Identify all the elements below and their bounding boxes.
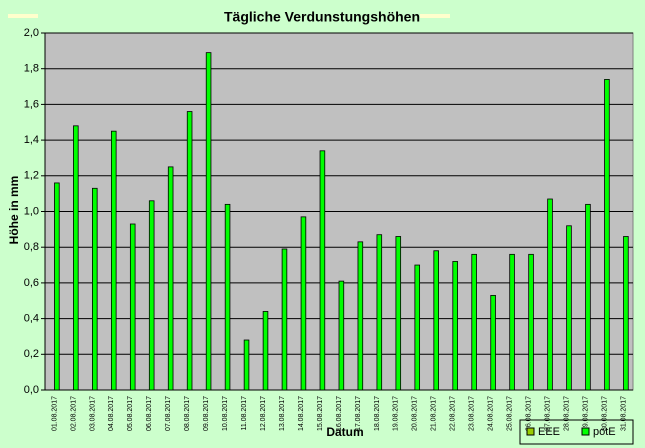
x-tick-label: 20.08.2017 — [412, 396, 419, 431]
bar — [129, 223, 136, 391]
legend-swatch — [526, 427, 535, 436]
bar — [148, 200, 155, 391]
decoration — [420, 14, 450, 18]
bar — [471, 253, 477, 391]
y-tick-label: 1,8 — [24, 63, 39, 75]
x-axis-label: Datum — [326, 425, 363, 439]
bar — [604, 79, 610, 391]
legend-swatch — [581, 427, 590, 436]
y-tick-label: 0,6 — [24, 277, 39, 289]
y-tick-label: 1,6 — [24, 98, 39, 110]
x-tick-label: 10.08.2017 — [222, 396, 229, 431]
chart-title: Tägliche Verdunstungshöhen — [224, 9, 420, 25]
legend-label: potE — [593, 426, 616, 438]
bar — [376, 234, 383, 391]
x-tick-label: 26.08.2017 — [526, 396, 533, 431]
x-tick-label: 01.08.2017 — [51, 396, 58, 431]
y-tick-label: 1,2 — [24, 170, 39, 182]
bar — [54, 182, 60, 391]
x-tick-label: 28.08.2017 — [563, 396, 570, 431]
bar — [452, 261, 458, 391]
y-tick-label: 2,0 — [24, 27, 39, 39]
legend — [519, 419, 634, 445]
x-tick-label: 12.08.2017 — [260, 396, 267, 431]
y-tick-label: 1,4 — [24, 134, 39, 146]
x-tick-label: 16.08.2017 — [336, 396, 343, 431]
x-tick-label: 25.08.2017 — [507, 396, 514, 431]
bar — [509, 253, 515, 391]
bar — [205, 52, 212, 391]
x-tick-label: 29.08.2017 — [582, 396, 589, 431]
x-tick-label: 03.08.2017 — [89, 396, 96, 431]
x-tick-label: 19.08.2017 — [393, 396, 400, 431]
bar — [623, 236, 629, 391]
x-tick-label: 27.08.2017 — [544, 396, 551, 431]
x-tick-label: 17.08.2017 — [355, 396, 362, 431]
x-tick-label: 23.08.2017 — [469, 396, 476, 431]
bar — [110, 130, 117, 391]
x-tick-label: 02.08.2017 — [70, 396, 77, 431]
bar — [262, 311, 269, 391]
bar — [585, 203, 591, 391]
decoration — [8, 14, 38, 18]
x-tick-label: 04.08.2017 — [108, 396, 115, 431]
x-tick-label: 15.08.2017 — [317, 396, 324, 431]
x-tick-label: 09.08.2017 — [203, 396, 210, 431]
y-tick-label: 0,8 — [24, 241, 39, 253]
bar — [490, 294, 496, 391]
x-tick-label: 07.08.2017 — [165, 396, 172, 431]
x-tick-label: 21.08.2017 — [431, 396, 438, 431]
bar — [73, 125, 79, 391]
y-tick-label: 0,4 — [24, 313, 39, 325]
y-tick-label: 0,2 — [24, 348, 39, 360]
y-axis-label: Höhe in mm — [7, 176, 21, 245]
x-tick-label: 18.08.2017 — [374, 396, 381, 431]
bar — [186, 111, 193, 391]
bar — [92, 187, 98, 391]
x-tick-label: 11.08.2017 — [241, 396, 248, 431]
x-tick-label: 22.08.2017 — [450, 396, 457, 431]
legend-label: EEE — [538, 426, 560, 438]
bar — [357, 241, 364, 391]
x-tick-label: 13.08.2017 — [279, 396, 286, 431]
bar — [547, 198, 553, 391]
x-tick-label: 24.08.2017 — [488, 396, 495, 431]
bar — [414, 264, 421, 391]
bar — [433, 250, 439, 391]
bar — [566, 225, 572, 391]
bar — [300, 216, 307, 391]
x-tick-label: 05.08.2017 — [127, 396, 134, 431]
x-tick-label: 14.08.2017 — [298, 396, 305, 431]
bar — [167, 166, 174, 391]
bar — [224, 203, 231, 391]
bar — [338, 280, 345, 391]
bar — [395, 236, 402, 391]
x-tick-label: 08.08.2017 — [184, 396, 191, 431]
y-tick-label: 1,0 — [24, 205, 39, 217]
bar — [528, 253, 534, 391]
x-tick-label: 06.08.2017 — [146, 396, 153, 431]
x-tick-label: 30.08.2017 — [601, 396, 608, 431]
bar — [319, 150, 326, 391]
y-tick-label: 0,0 — [24, 384, 39, 396]
bar — [281, 248, 288, 391]
bar — [243, 339, 250, 391]
x-tick-label: 31.08.2017 — [620, 396, 627, 431]
